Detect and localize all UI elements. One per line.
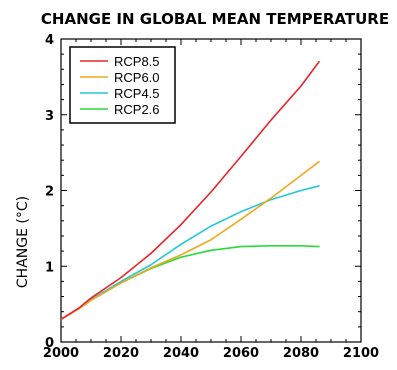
x-tick-label: 2020 [103,346,139,361]
y-tick-label: 3 [45,109,54,124]
y-tick-label: 4 [45,33,54,48]
series-line-rcp60 [60,160,320,321]
y-tick-label: 0 [45,336,54,351]
y-axis-label: CHANGE (°C) [15,196,31,288]
legend-label: RCP2.6 [114,102,160,117]
series-line-rcp85 [60,60,320,321]
legend-box [69,46,176,124]
series-line-rcp26 [60,245,320,321]
legend-label: RCP6.0 [114,70,160,85]
y-tick-label: 2 [45,185,54,200]
x-tick-label: 2040 [163,346,199,361]
x-tick-label: 2100 [343,346,379,361]
legend-label: RCP8.5 [114,54,160,69]
legend-label: RCP4.5 [114,86,160,101]
series-line-rcp45 [60,185,320,321]
x-tick-label: 2060 [223,346,259,361]
plot-area: 2000 2020 2040 2060 2080 2100 0 1 2 3 4 [43,33,379,361]
chart-title: CHANGE IN GLOBAL MEAN TEMPERATURE [41,10,389,28]
y-tick-label: 1 [45,260,54,275]
x-tick-label: 2000 [43,346,79,361]
x-tick-label: 2080 [283,346,319,361]
